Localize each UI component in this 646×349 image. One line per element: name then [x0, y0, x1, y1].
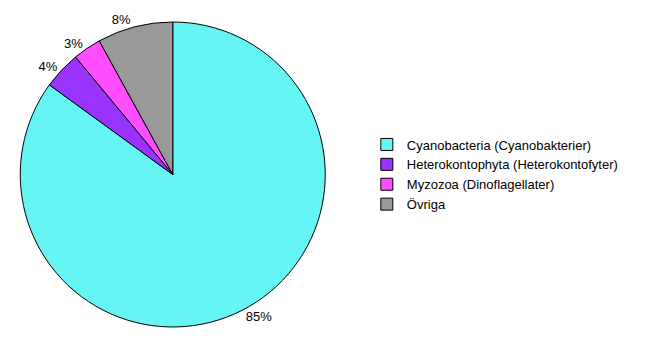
svg-text:Heterokontophyta (Heterokontof: Heterokontophyta (Heterokontofyter)	[407, 157, 618, 172]
svg-text:4%: 4%	[39, 59, 58, 74]
svg-text:Övriga: Övriga	[407, 197, 446, 212]
svg-text:Cyanobacteria (Cyanobakterier): Cyanobacteria (Cyanobakterier)	[407, 138, 591, 153]
svg-text:85%: 85%	[246, 309, 272, 324]
svg-text:3%: 3%	[64, 36, 83, 51]
svg-text:8%: 8%	[112, 12, 131, 27]
svg-text:Myzozoa (Dinoflagellater): Myzozoa (Dinoflagellater)	[407, 177, 554, 192]
